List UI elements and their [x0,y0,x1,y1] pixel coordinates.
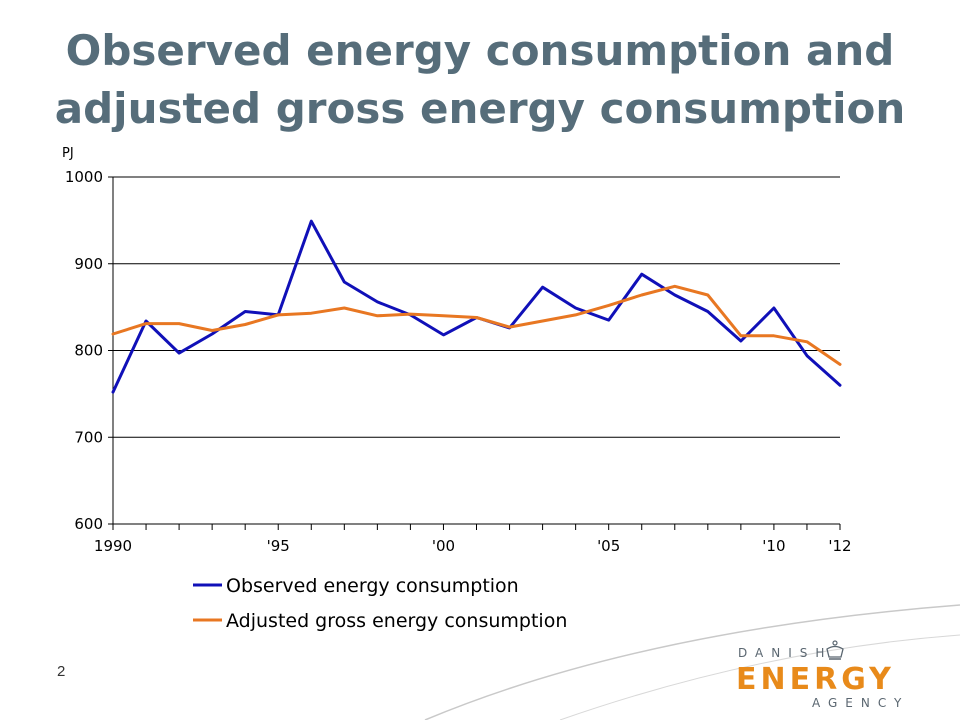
x-tick-label: '05 [597,537,620,555]
legend-label: Observed energy consumption [226,575,519,597]
y-tick-label: 800 [74,342,103,360]
series-line-observed [111,219,842,394]
logo-main-text: ENERGY [736,662,895,697]
logo-bottom-text: AGENCY [812,696,910,710]
x-tick-label: '95 [267,537,290,555]
logo-top-text: DANISH [738,646,833,660]
y-tick-label: 600 [74,515,103,533]
x-tick-label: '10 [762,537,785,555]
crown-icon [826,640,844,660]
page-number: 2 [57,663,66,680]
x-tick-label: 1990 [94,537,132,555]
y-unit-label: PJ [62,146,74,161]
series [111,219,842,394]
slide-title: Observed energy consumption and adjusted… [54,26,906,133]
legend: Observed energy consumption Adjusted gros… [193,575,567,632]
y-tick-label: 900 [74,255,103,273]
x-tick-label: '00 [432,537,455,555]
y-tick-label: 700 [74,428,103,446]
series-line-adjusted [111,284,842,366]
axes: 600 700 800 900 1000 PJ 1990 '95 '00 '05 '10 '12 [62,146,852,555]
y-tick-label: 1000 [65,168,103,186]
gridlines [113,176,840,438]
danish-energy-agency-logo: DANISH ENERGY AGENCY [736,640,936,712]
x-tick-label: '12 [828,537,851,555]
legend-label: Adjusted gross energy consumption [226,610,567,632]
decorative-swoosh [424,604,960,720]
